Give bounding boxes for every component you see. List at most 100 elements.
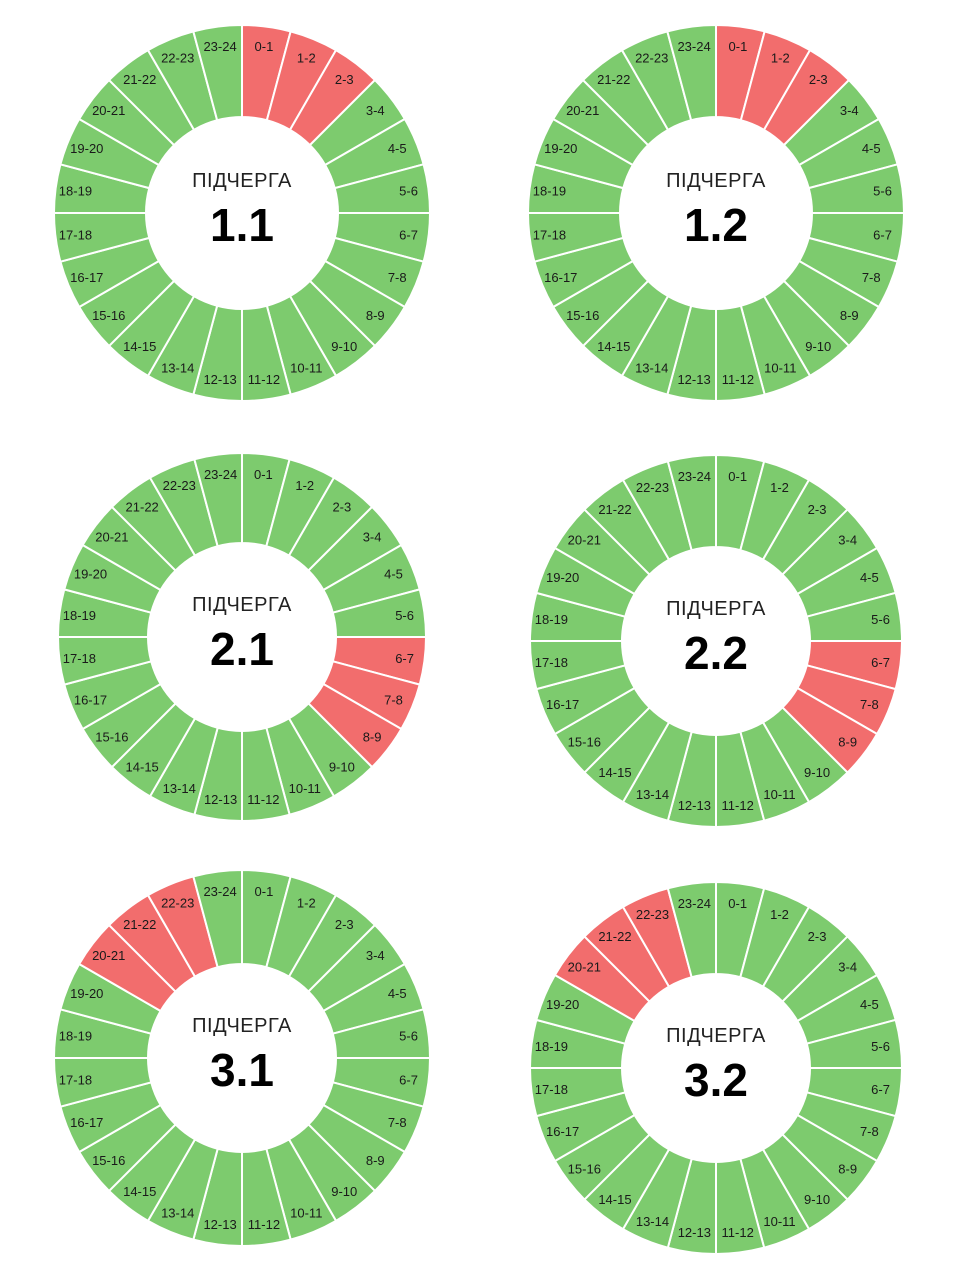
hour-label: 10-11 — [764, 361, 796, 376]
hour-label: 18-19 — [63, 608, 96, 623]
hour-label: 23-24 — [677, 39, 710, 54]
hour-label: 1-2 — [295, 478, 314, 493]
wheel-1.2: 0-1 1-2 2-3 3-4 4-5 5-6 6-7 7-8 8-9 9-10 10-11 11-1… — [526, 23, 906, 403]
hour-label: 2-3 — [335, 917, 354, 932]
hour-label: 13-14 — [161, 1206, 194, 1221]
hour-label: 13-14 — [636, 787, 669, 802]
hour-label: 15-16 — [95, 729, 128, 744]
hour-label: 6-7 — [395, 651, 414, 666]
hour-label: 21-22 — [123, 72, 156, 87]
hour-label: 5-6 — [873, 184, 892, 199]
hour-label: 7-8 — [384, 692, 403, 707]
hour-label: 12-13 — [203, 372, 236, 387]
hour-label: 13-14 — [636, 1214, 669, 1229]
hour-label: 13-14 — [161, 361, 194, 376]
hour-label: 17-18 — [59, 1072, 92, 1087]
hour-label: 4-5 — [862, 141, 881, 156]
hour-label: 0-1 — [254, 467, 273, 482]
hour-label: 11-12 — [248, 372, 280, 387]
hour-label: 9-10 — [804, 1192, 830, 1207]
hour-label: 7-8 — [388, 1115, 407, 1130]
hour-label: 7-8 — [860, 697, 879, 712]
hour-label: 2-3 — [332, 499, 351, 514]
hour-label: 5-6 — [395, 608, 414, 623]
hour-label: 20-21 — [568, 959, 601, 974]
hour-label: 0-1 — [255, 884, 274, 899]
hour-label: 23-24 — [203, 884, 236, 899]
hour-label: 22-23 — [635, 50, 668, 65]
hour-label: 14-15 — [598, 765, 631, 780]
hour-label: 20-21 — [92, 948, 125, 963]
hour-label: 12-13 — [678, 798, 711, 813]
hour-label: 3-4 — [838, 959, 857, 974]
hour-label: 5-6 — [399, 184, 418, 199]
hour-label: 17-18 — [63, 651, 96, 666]
hour-label: 19-20 — [544, 141, 577, 156]
hour-label: 0-1 — [728, 469, 747, 484]
hour-label: 10-11 — [289, 781, 321, 796]
hour-label: 15-16 — [568, 1162, 601, 1177]
hour-label: 15-16 — [92, 308, 125, 323]
hour-label: 22-23 — [636, 907, 669, 922]
wheel-3.2: 0-1 1-2 2-3 3-4 4-5 5-6 6-7 7-8 8-9 9-10 10-11 11-1… — [528, 880, 904, 1256]
hour-label: 15-16 — [566, 308, 599, 323]
hour-label: 16-17 — [74, 692, 107, 707]
hour-label: 16-17 — [546, 1124, 579, 1139]
segment-23-24-on — [666, 453, 717, 552]
hour-label: 10-11 — [290, 361, 322, 376]
hour-label: 22-23 — [161, 50, 194, 65]
hour-label: 4-5 — [388, 141, 407, 156]
hour-label: 12-13 — [677, 372, 710, 387]
queue-caption: ПІДЧЕРГА — [666, 170, 766, 192]
hour-label: 6-7 — [873, 227, 892, 242]
hour-label: 0-1 — [729, 39, 748, 54]
hour-label: 11-12 — [248, 1217, 280, 1232]
hour-label: 14-15 — [597, 339, 630, 354]
hour-label: 0-1 — [728, 896, 747, 911]
hour-label: 2-3 — [809, 72, 828, 87]
hour-label: 20-21 — [95, 530, 128, 545]
hour-label: 22-23 — [163, 478, 196, 493]
hour-label: 19-20 — [70, 986, 103, 1001]
queue-number: 2.1 — [210, 623, 274, 675]
wheel-1.1: 0-1 1-2 2-3 3-4 4-5 5-6 6-7 7-8 8-9 9-10 10-11 11-1… — [52, 23, 432, 403]
queue-caption: ПІДЧЕРГА — [192, 170, 292, 192]
hour-label: 20-21 — [568, 532, 601, 547]
hour-label: 3-4 — [366, 948, 385, 963]
hour-label: 4-5 — [860, 997, 879, 1012]
hour-label: 1-2 — [771, 50, 790, 65]
hour-label: 10-11 — [290, 1206, 322, 1221]
queue-caption: ПІДЧЕРГА — [666, 1025, 766, 1047]
hour-label: 6-7 — [399, 1072, 418, 1087]
hour-label: 7-8 — [388, 270, 407, 285]
hour-label: 9-10 — [329, 760, 355, 775]
hour-label: 2-3 — [808, 502, 827, 517]
hour-label: 12-13 — [678, 1225, 711, 1240]
segment-23-24-on — [666, 880, 717, 979]
hour-label: 21-22 — [597, 72, 630, 87]
hour-label: 23-24 — [203, 39, 236, 54]
hour-label: 11-12 — [722, 372, 754, 387]
hour-label: 21-22 — [598, 929, 631, 944]
hour-label: 6-7 — [871, 1082, 890, 1097]
hour-label: 13-14 — [635, 361, 668, 376]
hour-label: 3-4 — [838, 532, 857, 547]
hour-label: 15-16 — [568, 735, 601, 750]
hour-label: 6-7 — [399, 227, 418, 242]
hour-label: 17-18 — [535, 655, 568, 670]
hour-label: 8-9 — [366, 1153, 385, 1168]
hour-label: 19-20 — [546, 570, 579, 585]
hour-label: 23-24 — [204, 467, 237, 482]
hour-label: 2-3 — [808, 929, 827, 944]
hour-label: 9-10 — [805, 339, 831, 354]
hour-label: 11-12 — [722, 798, 754, 813]
hour-label: 12-13 — [204, 792, 237, 807]
hour-label: 9-10 — [804, 765, 830, 780]
hour-label: 13-14 — [163, 781, 196, 796]
segment-23-24-on — [192, 868, 243, 969]
hour-label: 14-15 — [123, 1184, 156, 1199]
hour-label: 20-21 — [566, 103, 599, 118]
hour-label: 18-19 — [535, 612, 568, 627]
wheel-2.2: 0-1 1-2 2-3 3-4 4-5 5-6 6-7 7-8 8-9 9-10 10-11 11-1… — [528, 453, 904, 829]
